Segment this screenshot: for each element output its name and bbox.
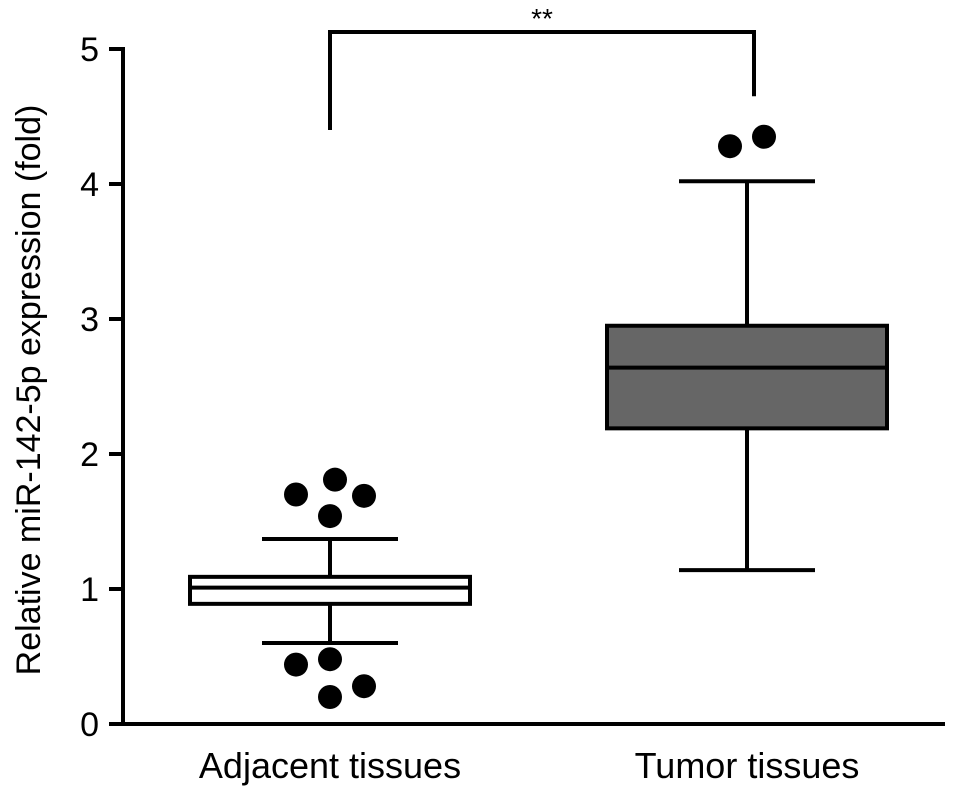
outlier-point (318, 504, 342, 529)
box-marks (188, 30, 889, 709)
outlier-point (352, 674, 376, 699)
significance-label: ** (531, 3, 553, 34)
box-iqr (188, 574, 472, 606)
y-tick-label: 3 (80, 301, 99, 339)
y-tick-label: 1 (80, 571, 99, 609)
significance-bracket (328, 30, 756, 130)
y-tick-label: 5 (80, 31, 99, 69)
outlier-point (323, 467, 347, 492)
outlier-point (284, 482, 308, 507)
outlier-point (718, 134, 742, 159)
y-tick-label: 4 (80, 166, 99, 204)
box-iqr (605, 323, 889, 431)
y-tick-label: 0 (80, 706, 99, 744)
outlier-point (752, 124, 776, 149)
outlier-point (318, 685, 342, 709)
x-category-label: Tumor tissues (635, 745, 860, 786)
x-category-label: Adjacent tissues (199, 745, 461, 786)
outlier-point (318, 647, 342, 672)
box-group (188, 537, 472, 645)
outlier-point (352, 483, 376, 508)
y-axis-label: Relative miR-142-5p expression (fold) (10, 105, 48, 676)
box-group (605, 179, 889, 573)
y-tick-label: 2 (80, 436, 99, 474)
outlier-point (284, 652, 308, 677)
axes: 0 1 2 3 4 5 Adjacent tissues Tumor tissues (80, 31, 945, 786)
